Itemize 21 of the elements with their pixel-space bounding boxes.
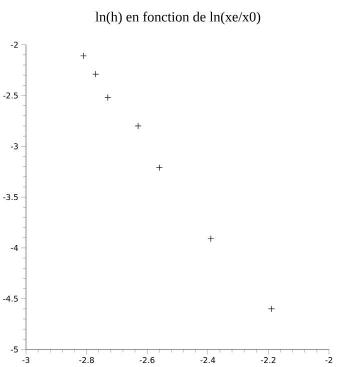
point [92, 70, 99, 78]
point [80, 52, 87, 60]
x-tick-label: -3 [22, 357, 30, 364]
chart-title: ln(h) en fonction de ln(xe/x0) [95, 12, 260, 24]
point [104, 94, 112, 101]
point [208, 235, 214, 242]
y-tick-label: -2.5 [3, 92, 18, 99]
x-tick-label: -2.4 [200, 357, 216, 363]
point [268, 306, 275, 312]
point [156, 164, 163, 171]
y-tick-label: -2 [10, 42, 18, 48]
y-tick-label: -4.5 [3, 296, 18, 302]
x-tick-label: -2.6 [140, 357, 154, 364]
point [134, 122, 142, 130]
x-tick-label: -2.2 [260, 357, 276, 363]
y-tick-label: -5 [10, 346, 18, 352]
y-tick-label: -4 [10, 244, 18, 251]
x-tick-label: -2 [325, 357, 332, 363]
x-tick-label: -2.8 [79, 357, 94, 364]
y-tick-label: -3.5 [3, 194, 18, 200]
y-tick-label: -3 [10, 143, 18, 150]
